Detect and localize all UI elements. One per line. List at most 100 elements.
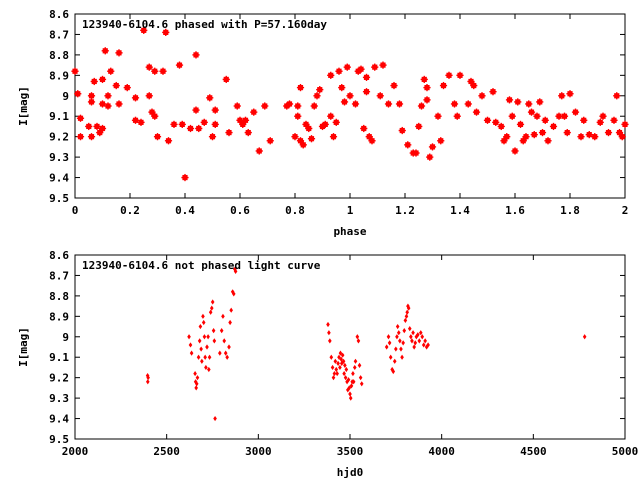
data-point xyxy=(335,67,343,75)
data-point xyxy=(151,112,159,120)
unphased-plot-x-tick-label: 4500 xyxy=(520,445,547,458)
data-point xyxy=(549,122,558,131)
unphased-plot-points xyxy=(145,266,587,422)
data-point xyxy=(399,346,403,352)
data-point xyxy=(339,356,343,362)
data-point xyxy=(489,88,497,96)
data-point xyxy=(115,49,123,57)
data-point xyxy=(201,313,205,319)
data-point xyxy=(359,381,364,387)
phased-plot-y-tick-label: 8.7 xyxy=(49,28,69,41)
data-point xyxy=(210,299,215,305)
data-point xyxy=(511,147,519,155)
data-point xyxy=(98,75,107,84)
data-point xyxy=(347,385,352,391)
data-point xyxy=(225,128,233,137)
data-point xyxy=(198,323,203,330)
data-point xyxy=(516,120,525,128)
phased-plot: 0 0.2 0.4 0.6 0.8 1 1.2 1.4 1.6 1.8 2 8.6 8.7 8.8 8.9 9… xyxy=(17,8,629,238)
data-point xyxy=(563,128,571,137)
data-point xyxy=(392,358,397,364)
data-point xyxy=(467,77,475,86)
data-point xyxy=(398,126,406,135)
data-point xyxy=(327,112,335,120)
unphased-plot-x-axis-title: hjd0 xyxy=(337,466,364,479)
data-point xyxy=(368,137,376,145)
data-point xyxy=(213,415,217,422)
data-point xyxy=(211,328,216,334)
data-point xyxy=(107,67,115,75)
data-point xyxy=(164,137,173,145)
data-point xyxy=(503,133,511,141)
data-point xyxy=(140,26,148,34)
phased-plot-x-tick-label: 0.8 xyxy=(285,204,305,217)
data-point xyxy=(420,75,428,84)
data-point xyxy=(285,100,294,108)
data-point xyxy=(409,334,413,340)
data-point xyxy=(599,112,607,120)
data-point xyxy=(104,102,112,110)
data-point xyxy=(351,100,360,108)
data-point xyxy=(337,354,341,360)
data-point xyxy=(93,122,101,131)
data-point xyxy=(305,124,313,133)
data-point xyxy=(470,81,478,90)
data-point xyxy=(98,100,107,108)
data-point xyxy=(536,98,544,106)
data-point xyxy=(148,108,156,116)
unphased-plot-x-tick-label: 4000 xyxy=(428,445,455,458)
phased-plot-x-tick-label: 1.6 xyxy=(505,204,525,217)
data-point xyxy=(222,338,227,344)
data-point xyxy=(296,84,305,92)
unphased-plot-y-tick-label: 9.5 xyxy=(49,433,69,446)
data-point xyxy=(351,379,356,385)
data-point xyxy=(412,344,416,350)
data-point xyxy=(582,334,587,340)
data-point xyxy=(159,67,167,75)
data-point xyxy=(571,108,580,116)
data-point xyxy=(85,122,93,131)
data-point xyxy=(316,86,324,94)
phased-plot-x-axis-title: phase xyxy=(333,225,366,238)
unphased-plot-y-tick-label: 9.1 xyxy=(49,351,69,364)
data-point xyxy=(426,153,434,161)
data-point xyxy=(145,63,153,71)
data-point xyxy=(291,133,299,141)
data-point xyxy=(186,124,195,133)
data-point xyxy=(339,360,344,366)
data-point xyxy=(195,124,203,133)
data-point xyxy=(439,81,448,90)
data-point xyxy=(338,350,343,356)
data-point xyxy=(500,137,508,145)
data-point xyxy=(307,135,316,143)
data-point xyxy=(131,116,140,124)
unphased-plot-x-tick-label: 3500 xyxy=(337,445,364,458)
data-point xyxy=(376,92,384,100)
data-point xyxy=(218,350,222,356)
data-point xyxy=(146,375,150,381)
data-point xyxy=(266,137,274,145)
phased-plot-y-tick-label: 9 xyxy=(62,90,69,103)
data-point xyxy=(492,118,500,126)
unphased-plot-y-tick-label: 9.4 xyxy=(49,413,69,426)
phased-plot-ticks: 0 0.2 0.4 0.6 0.8 1 1.2 1.4 1.6 1.8 2 8.6 8.7 8.8 8.9 9… xyxy=(49,8,628,217)
data-point xyxy=(208,133,217,141)
data-point xyxy=(195,375,200,381)
phased-plot-x-tick-label: 1.8 xyxy=(560,204,580,217)
unphased-plot-y-tick-label: 8.9 xyxy=(49,310,69,323)
data-point xyxy=(239,120,247,128)
data-point xyxy=(241,116,250,124)
data-point xyxy=(327,71,335,79)
data-point xyxy=(362,73,371,81)
data-point xyxy=(395,334,399,340)
data-point xyxy=(618,133,626,141)
data-point xyxy=(566,90,574,98)
unphased-plot-y-tick-label: 8.7 xyxy=(49,269,69,282)
data-point xyxy=(153,133,162,141)
data-point xyxy=(313,92,321,100)
data-point xyxy=(181,173,189,182)
data-point xyxy=(352,364,357,371)
data-point xyxy=(403,317,408,324)
data-point xyxy=(423,338,427,344)
data-point xyxy=(434,112,442,120)
